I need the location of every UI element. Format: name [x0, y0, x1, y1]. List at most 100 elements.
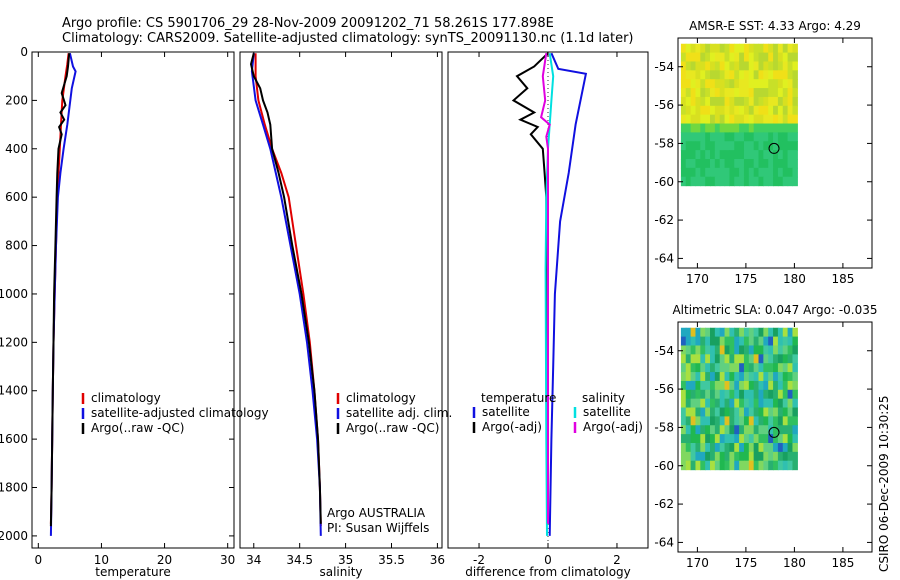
- sla_map-cell: [777, 336, 784, 347]
- sst_map-cell: [705, 176, 711, 187]
- sst_map-cell: [792, 105, 798, 116]
- sla_map-cell: [690, 425, 697, 435]
- sst_map-cell: [743, 132, 750, 142]
- sla_map-cell: [743, 345, 750, 355]
- sst_map-cell: [763, 52, 769, 63]
- sla_map-cell: [792, 407, 798, 417]
- sst_map-cell: [739, 132, 745, 142]
- sla_map-cell: [710, 398, 716, 409]
- sla_map-cell: [758, 327, 764, 338]
- sst_map-cell: [787, 141, 794, 151]
- sla_map-cell: [710, 451, 716, 462]
- sla_map-cell: [685, 363, 692, 373]
- sst_map-cell: [792, 132, 798, 142]
- sst_map-cell: [680, 141, 687, 151]
- legend-entry: Argo(-adj): [583, 420, 643, 434]
- sst_map-cell: [748, 43, 755, 54]
- sst_map-panel: AMSR-E SST: 4.33 Argo: 4.29 170 175 180 185 -…: [654, 19, 873, 286]
- sla_map-cell: [690, 416, 697, 426]
- difference-series-line: [539, 53, 551, 524]
- sla_map-cell: [724, 434, 731, 444]
- sst_map-cell: [710, 141, 716, 151]
- sla_map-cell: [773, 363, 779, 373]
- sla_map-cell: [768, 336, 774, 347]
- sla_map-cell: [787, 354, 794, 364]
- sst_map-cell: [792, 61, 798, 71]
- sst_map-cell: [729, 70, 735, 80]
- sst_map-cell: [782, 176, 789, 187]
- sst_map-cell: [695, 52, 701, 63]
- sla_map-cell: [763, 354, 769, 364]
- sla_map-cell: [739, 345, 745, 355]
- sla_map-cell: [700, 354, 706, 364]
- sst_map-cell: [777, 132, 784, 142]
- salinity-xtick-label: 35.5: [378, 553, 405, 567]
- sla_map-cell: [777, 407, 784, 417]
- sla_map-cell: [690, 460, 697, 471]
- sla_map-cell: [748, 460, 755, 471]
- sst_map-cell: [734, 61, 740, 71]
- sst_map-ytick-label: -58: [654, 136, 674, 150]
- sla_map-cell: [680, 425, 687, 435]
- sst_map-cell: [714, 150, 721, 160]
- sst_map-cell: [739, 88, 745, 98]
- sst_map-cell: [695, 88, 701, 98]
- sla_map-cell: [705, 425, 711, 435]
- sst_map-cell: [734, 123, 740, 133]
- sla_map-cell: [758, 336, 764, 347]
- sla_map-cell: [705, 460, 711, 471]
- sst_map-cell: [700, 150, 706, 160]
- sst_map-cell: [792, 88, 798, 98]
- sst_map-cell: [782, 79, 789, 89]
- temperature-xlabel: temperature: [95, 565, 170, 579]
- sst_map-cell: [710, 52, 716, 63]
- sla_map-cell: [777, 434, 784, 444]
- sst_map-cell: [739, 52, 745, 63]
- temperature-xtick-label: 0: [34, 553, 42, 567]
- sst_map-cell: [777, 176, 784, 187]
- sla_map-cell: [763, 398, 769, 409]
- sla_map-cell: [739, 442, 745, 453]
- sla_map-cell: [729, 460, 735, 471]
- sst_map-cell: [777, 105, 784, 116]
- sst_map-cell: [773, 123, 779, 133]
- sla_map-cell: [729, 442, 735, 453]
- sla_map-cell: [685, 336, 692, 347]
- sla_map-cell: [734, 372, 740, 382]
- sst_map-cell: [763, 61, 769, 71]
- sst_map-cell: [739, 105, 745, 116]
- temperature-ytick-label: 800: [5, 239, 28, 253]
- sst_map-cell: [773, 79, 779, 89]
- sla_map-cell: [787, 442, 794, 453]
- sla_map-cell: [695, 460, 701, 471]
- sst_map-cell: [700, 61, 706, 71]
- sla_map-cell: [743, 460, 750, 471]
- difference-xtick-label: 0: [544, 553, 552, 567]
- sla_map-cell: [729, 407, 735, 417]
- legend-group-title: salinity: [582, 391, 625, 405]
- sla_map-cell: [782, 451, 789, 462]
- sla_map-cell: [724, 327, 731, 338]
- sst_map-cell: [739, 176, 745, 187]
- sst_map-cell: [714, 79, 721, 89]
- temperature-panel: 0 10 20 30 0 200 400 600 800 1000 1200 1400 1600 1800…: [0, 45, 269, 579]
- sla_map-cell: [680, 380, 687, 391]
- sla_map-cell: [773, 398, 779, 409]
- sst_map-cell: [685, 176, 692, 187]
- sst_map-cell: [787, 79, 794, 89]
- sst_map-cell: [705, 79, 711, 89]
- sla_map-cell: [685, 407, 692, 417]
- sst_map-cell: [710, 61, 716, 71]
- sst_map-cell: [743, 70, 750, 80]
- sst_map-cell: [743, 158, 750, 169]
- sla_map-cell: [753, 336, 760, 347]
- sla_map-cell: [739, 363, 745, 373]
- sla_map-cell: [773, 380, 779, 391]
- sst_map-cell: [705, 132, 711, 142]
- sla_map-cell: [787, 416, 794, 426]
- sst_map-cell: [680, 43, 687, 54]
- sst_map-cell: [685, 150, 692, 160]
- sla_map-cell: [739, 451, 745, 462]
- sla_map-cell: [729, 425, 735, 435]
- sst_map-cell: [792, 176, 798, 187]
